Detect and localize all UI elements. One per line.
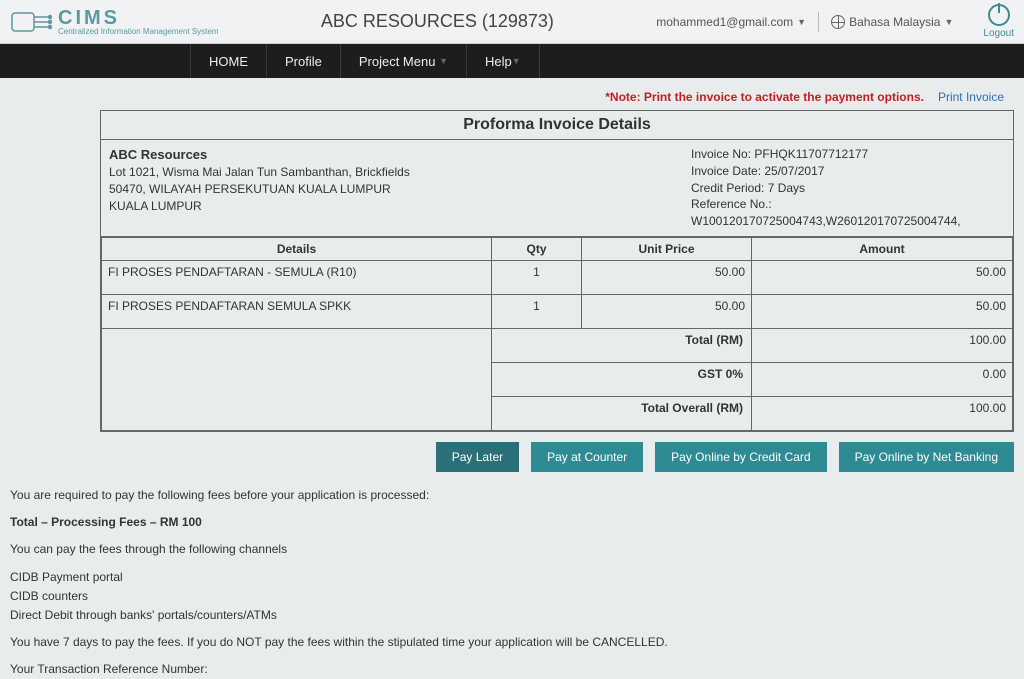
nav-home[interactable]: HOME bbox=[190, 44, 267, 78]
company-title: ABC RESOURCES (129873) bbox=[219, 11, 657, 32]
invoice-box: Proforma Invoice Details ABC Resources L… bbox=[100, 110, 1014, 432]
content: *Note: Print the invoice to activate the… bbox=[0, 78, 1024, 679]
invoice-title: Proforma Invoice Details bbox=[101, 111, 1013, 140]
credit-period-value: 7 Days bbox=[768, 181, 805, 195]
invoice-address: ABC Resources Lot 1021, Wisma Mai Jalan … bbox=[101, 140, 683, 236]
logo: CIMS Centralized Information Management … bbox=[10, 7, 219, 37]
address-line: 50470, WILAYAH PERSEKUTUAN KUALA LUMPUR bbox=[109, 181, 675, 198]
nav-help-label: Help bbox=[485, 54, 512, 69]
logout-button[interactable]: Logout bbox=[983, 4, 1014, 39]
col-unit: Unit Price bbox=[582, 237, 752, 260]
nav-help[interactable]: Help▼ bbox=[467, 44, 540, 78]
cell-details: FI PROSES PENDAFTARAN SEMULA SPKK bbox=[102, 294, 492, 328]
cell-unit: 50.00 bbox=[582, 260, 752, 294]
caret-down-icon: ▼ bbox=[512, 56, 521, 66]
nav-profile[interactable]: Profile bbox=[267, 44, 341, 78]
reference-no-value: W100120170725004743,W260120170725004744, bbox=[691, 213, 1005, 230]
table-row: FI PROSES PENDAFTARAN - SEMULA (R10) 1 5… bbox=[102, 260, 1013, 294]
table-header-row: Details Qty Unit Price Amount bbox=[102, 237, 1013, 260]
invoice-meta: Invoice No: PFHQK11707712177 Invoice Dat… bbox=[683, 140, 1013, 236]
invoice-date-value: 25/07/2017 bbox=[764, 164, 824, 178]
caret-down-icon: ▼ bbox=[944, 17, 953, 27]
cell-amount: 50.00 bbox=[752, 294, 1013, 328]
user-area: mohammed1@gmail.com ▼ Bahasa Malaysia ▼ … bbox=[656, 4, 1014, 39]
language-dropdown[interactable]: Bahasa Malaysia ▼ bbox=[831, 15, 953, 29]
caret-down-icon: ▼ bbox=[439, 56, 448, 66]
print-invoice-link[interactable]: Print Invoice bbox=[938, 90, 1004, 104]
note-text: *Note: Print the invoice to activate the… bbox=[605, 90, 924, 104]
top-bar: CIMS Centralized Information Management … bbox=[0, 0, 1024, 44]
note-row: *Note: Print the invoice to activate the… bbox=[100, 86, 1014, 110]
logout-label: Logout bbox=[983, 28, 1014, 39]
info-text: You are required to pay the following fe… bbox=[10, 486, 1014, 679]
reference-no-label: Reference No.: bbox=[691, 196, 1005, 213]
credit-period-label: Credit Period: bbox=[691, 181, 768, 195]
empty-cell bbox=[102, 328, 492, 430]
info-line: You have 7 days to pay the fees. If you … bbox=[10, 633, 1004, 652]
gst-label: GST 0% bbox=[492, 362, 752, 396]
address-line: KUALA LUMPUR bbox=[109, 198, 675, 215]
user-email-dropdown[interactable]: mohammed1@gmail.com ▼ bbox=[656, 15, 806, 29]
caret-down-icon: ▼ bbox=[797, 17, 806, 27]
cell-unit: 50.00 bbox=[582, 294, 752, 328]
nav-bar: HOME Profile Project Menu ▼ Help▼ bbox=[0, 44, 1024, 78]
pay-net-banking-button[interactable]: Pay Online by Net Banking bbox=[839, 442, 1014, 472]
logo-icon bbox=[10, 7, 52, 37]
overall-value: 100.00 bbox=[752, 396, 1013, 430]
user-email-text: mohammed1@gmail.com bbox=[656, 15, 793, 29]
invoice-header: ABC Resources Lot 1021, Wisma Mai Jalan … bbox=[101, 140, 1013, 237]
pay-later-button[interactable]: Pay Later bbox=[436, 442, 519, 472]
details-table: Details Qty Unit Price Amount FI PROSES … bbox=[101, 237, 1013, 431]
pay-credit-card-button[interactable]: Pay Online by Credit Card bbox=[655, 442, 826, 472]
nav-home-label: HOME bbox=[209, 54, 248, 69]
info-line: Your Transaction Reference Number: bbox=[10, 660, 1004, 679]
company-name: ABC Resources bbox=[109, 146, 675, 164]
col-amount: Amount bbox=[752, 237, 1013, 260]
table-row: FI PROSES PENDAFTARAN SEMULA SPKK 1 50.0… bbox=[102, 294, 1013, 328]
col-details: Details bbox=[102, 237, 492, 260]
globe-icon bbox=[831, 15, 845, 29]
cell-qty: 1 bbox=[492, 294, 582, 328]
info-line: You are required to pay the following fe… bbox=[10, 486, 1004, 505]
total-value: 100.00 bbox=[752, 328, 1013, 362]
cell-qty: 1 bbox=[492, 260, 582, 294]
cell-details: FI PROSES PENDAFTARAN - SEMULA (R10) bbox=[102, 260, 492, 294]
invoice-date-label: Invoice Date: bbox=[691, 164, 764, 178]
channel-line: CIDB counters bbox=[10, 587, 1004, 606]
pay-counter-button[interactable]: Pay at Counter bbox=[531, 442, 643, 472]
total-row: Total (RM) 100.00 bbox=[102, 328, 1013, 362]
address-line: Lot 1021, Wisma Mai Jalan Tun Sambanthan… bbox=[109, 164, 675, 181]
power-icon bbox=[988, 4, 1010, 26]
divider bbox=[818, 12, 819, 32]
channel-line: Direct Debit through banks' portals/coun… bbox=[10, 606, 1004, 625]
cell-amount: 50.00 bbox=[752, 260, 1013, 294]
language-text: Bahasa Malaysia bbox=[849, 15, 940, 29]
nav-project-menu-label: Project Menu bbox=[359, 54, 436, 69]
nav-profile-label: Profile bbox=[285, 54, 322, 69]
invoice-no-label: Invoice No: bbox=[691, 147, 754, 161]
gst-value: 0.00 bbox=[752, 362, 1013, 396]
channel-line: CIDB Payment portal bbox=[10, 568, 1004, 587]
nav-project-menu[interactable]: Project Menu ▼ bbox=[341, 44, 467, 78]
col-qty: Qty bbox=[492, 237, 582, 260]
logo-text-sub: Centralized Information Management Syste… bbox=[58, 28, 219, 36]
invoice-no-value: PFHQK11707712177 bbox=[754, 147, 868, 161]
info-line: You can pay the fees through the followi… bbox=[10, 540, 1004, 559]
payment-buttons: Pay Later Pay at Counter Pay Online by C… bbox=[100, 432, 1014, 486]
logo-text-main: CIMS bbox=[58, 8, 219, 28]
info-processing-fees: Total – Processing Fees – RM 100 bbox=[10, 513, 1004, 532]
overall-label: Total Overall (RM) bbox=[492, 396, 752, 430]
total-label: Total (RM) bbox=[492, 328, 752, 362]
